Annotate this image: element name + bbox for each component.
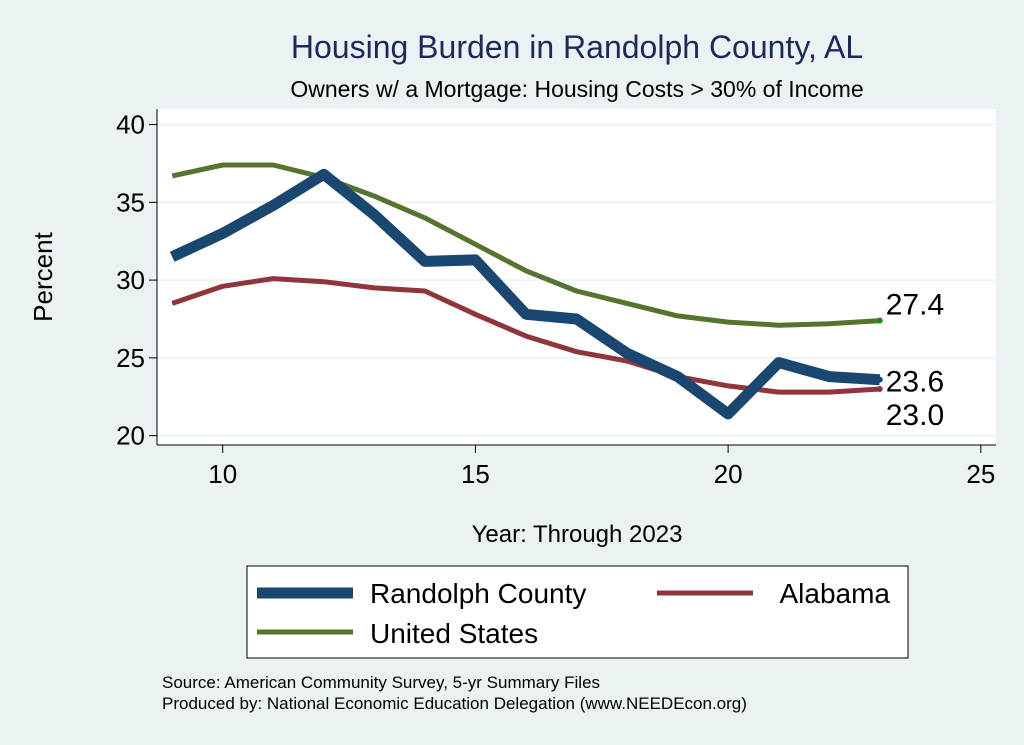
x-ticks: 10 15 20 25 xyxy=(208,445,995,489)
end-labels: 23.623.0 27.4 xyxy=(886,289,944,432)
x-tick-label-15: 15 xyxy=(461,459,490,489)
series-end-point-randolph-county xyxy=(876,376,883,383)
x-tick-label-20: 20 xyxy=(714,459,743,489)
chart-title: Housing Burden in Randolph County, AL xyxy=(291,29,863,65)
y-tick-label-40: 40 xyxy=(116,110,145,140)
legend: Randolph County Alabama United States xyxy=(246,565,909,659)
x-tick-label-25: 25 xyxy=(966,459,995,489)
end-label-united-states: 27.4 xyxy=(886,289,944,322)
y-tick-label-20: 20 xyxy=(116,421,145,451)
y-axis-label: Percent xyxy=(28,231,58,321)
series-end-point-alabama xyxy=(876,386,883,392)
end-label-randolph-county: 23.6 xyxy=(886,366,944,399)
y-ticks: 20 25 30 35 40 xyxy=(116,110,157,451)
legend-label-united-states: United States xyxy=(370,618,538,649)
series-line-alabama xyxy=(171,276,880,395)
chart-subtitle: Owners w/ a Mortgage: Housing Costs > 30… xyxy=(290,76,863,102)
produced-by-note: Produced by: National Economic Education… xyxy=(162,694,747,713)
x-tick-label-10: 10 xyxy=(208,459,237,489)
legend-box xyxy=(246,565,909,659)
gridlines xyxy=(157,123,996,437)
series-line-randolph-county xyxy=(169,168,881,420)
y-tick-label-25: 25 xyxy=(116,343,145,373)
series-line-united-states xyxy=(171,162,880,328)
series-layer xyxy=(169,162,883,420)
series-end-point-united-states xyxy=(876,317,883,324)
y-tick-label-30: 30 xyxy=(116,265,145,295)
x-axis-label: Year: Through 2023 xyxy=(472,521,683,548)
end-label-alabama: 23.0 xyxy=(886,399,944,432)
source-note: Source: American Community Survey, 5-yr … xyxy=(162,673,600,692)
legend-label-alabama: Alabama xyxy=(779,578,890,609)
y-tick-label-35: 35 xyxy=(116,187,145,217)
legend-label-randolph-county: Randolph County xyxy=(370,578,586,609)
